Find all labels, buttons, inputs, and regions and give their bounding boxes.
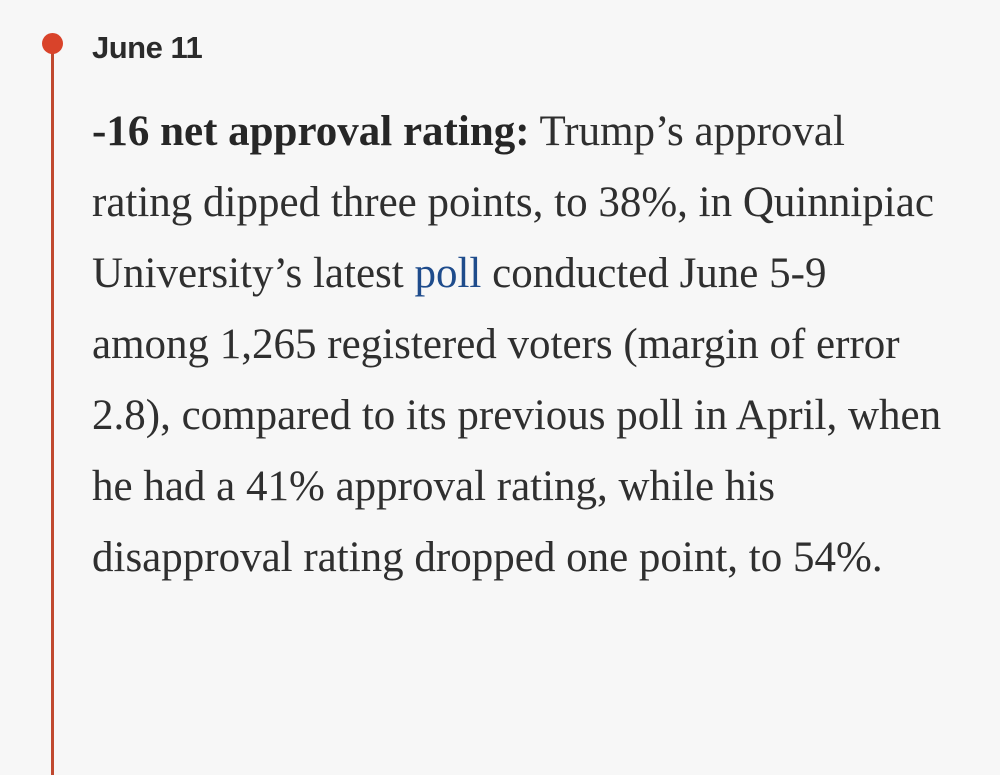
timeline-dot-icon	[42, 33, 63, 54]
timeline-line	[51, 44, 54, 775]
timeline-entry: June 11 -16 net approval rating: Trump’s…	[92, 28, 982, 593]
entry-text-before-link: Trump’s approval rating dipped three poi…	[92, 108, 934, 297]
entry-lead: -16 net approval rating:	[92, 108, 530, 155]
entry-date: June 11	[92, 30, 203, 65]
entry-body: -16 net approval rating: Trump’s approva…	[92, 96, 942, 593]
poll-link[interactable]: poll	[414, 250, 482, 297]
entry-text-after-link: conducted June 5-9 among 1,265 registere…	[92, 250, 942, 581]
